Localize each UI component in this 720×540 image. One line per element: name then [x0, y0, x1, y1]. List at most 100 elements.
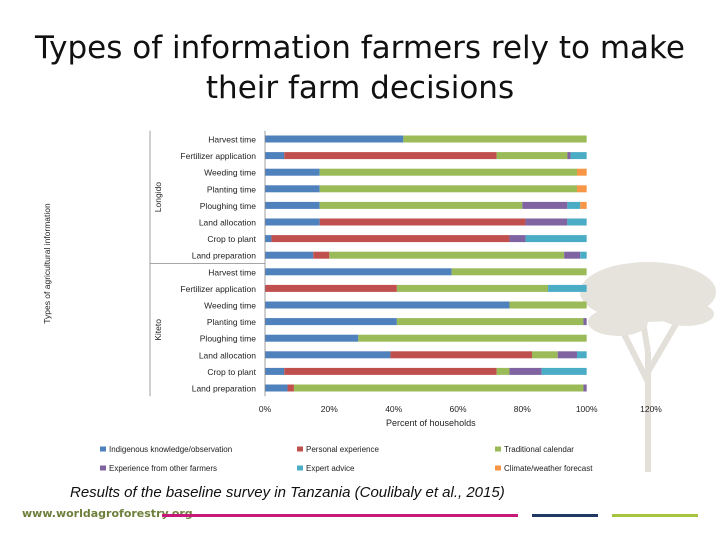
x-tick-label: 100% [576, 404, 598, 414]
category-label: Fertilizer application [180, 284, 256, 294]
x-tick-label: 80% [514, 404, 531, 414]
legend-label: Climate/weather forecast [504, 464, 593, 473]
category-label: Land preparation [192, 251, 257, 261]
category-label: Crop to plant [207, 367, 256, 377]
bar-segment [570, 152, 587, 160]
bar-segment [265, 284, 397, 292]
bar-segment [265, 351, 391, 359]
title-line-2: their farm decisions [205, 70, 515, 106]
footer-stripe-navy [532, 514, 598, 517]
slide-title: Types of information farmers rely to mak… [0, 28, 720, 108]
category-label: Fertilizer application [180, 151, 256, 161]
x-tick-label: 120% [640, 404, 662, 414]
legend-swatch [297, 446, 303, 452]
bar-segment [525, 235, 587, 243]
legend-label: Traditional calendar [504, 445, 574, 454]
group-label: Longido [153, 182, 163, 213]
bar-segment [271, 235, 510, 243]
bar-segment [265, 384, 288, 392]
bar-segment [265, 268, 452, 276]
bar-segment [451, 268, 587, 276]
bar-segment [403, 135, 587, 143]
title-line-1: Types of information farmers rely to mak… [35, 30, 685, 66]
category-label: Planting time [207, 317, 256, 327]
bar-segment [265, 334, 359, 342]
bar-segment [293, 384, 584, 392]
legend-swatch [297, 465, 303, 471]
source-caption: Results of the baseline survey in Tanzan… [70, 484, 505, 501]
bar-segment [567, 201, 581, 209]
bar-segment [265, 301, 510, 309]
bar-segment [580, 251, 587, 259]
category-label: Crop to plant [207, 234, 256, 244]
bar-segment [329, 251, 565, 259]
bar-segment [577, 351, 587, 359]
x-tick-label: 20% [321, 404, 338, 414]
bar-segment [567, 152, 571, 160]
legend-label: Experience from other farmers [109, 464, 217, 473]
bar-segment [358, 334, 587, 342]
bar-segment [265, 135, 404, 143]
legend-swatch [100, 465, 106, 471]
bar-segment [567, 218, 587, 226]
bar-segment [583, 318, 587, 326]
website-link[interactable]: www.worldagroforestry.org [22, 507, 193, 520]
y-axis-title: Types of agricultural information [42, 203, 52, 324]
bar-segment [548, 284, 587, 292]
category-label: Land allocation [199, 218, 256, 228]
category-label: Harvest time [208, 267, 256, 277]
category-label: Weeding time [204, 168, 256, 178]
bar-segment [522, 201, 568, 209]
footer-stripe-green [612, 514, 698, 517]
x-tick-label: 0% [259, 404, 272, 414]
bar-segment [319, 201, 523, 209]
bar-segment [577, 185, 587, 193]
group-label: Kiteto [153, 319, 163, 341]
bar-segment [541, 367, 587, 375]
bar-segment [319, 185, 578, 193]
bar-segment [265, 318, 397, 326]
bar-segment [525, 218, 568, 226]
bar-segment [396, 284, 549, 292]
bar-segment [496, 367, 510, 375]
legend-label: Indigenous knowledge/observation [109, 445, 232, 454]
bar-segment [265, 152, 285, 160]
bar-segment [265, 235, 272, 243]
bar-segment [564, 251, 581, 259]
legend-swatch [100, 446, 106, 452]
bar-segment [287, 384, 294, 392]
bar-segment [496, 152, 568, 160]
category-label: Land allocation [199, 350, 256, 360]
legend-swatch [495, 465, 501, 471]
legend-label: Expert advice [306, 464, 355, 473]
bar-segment [284, 367, 497, 375]
x-axis-title: Percent of households [386, 418, 476, 428]
bar-segment [265, 251, 314, 259]
bar-segment [319, 168, 578, 176]
bar-segment [509, 301, 587, 309]
bar-segment [265, 218, 320, 226]
bar-segment [390, 351, 532, 359]
bar-segment [580, 201, 587, 209]
category-label: Land preparation [192, 384, 257, 394]
legend-swatch [495, 446, 501, 452]
category-label: Harvest time [208, 135, 256, 145]
bar-segment [265, 201, 320, 209]
bar-segment [509, 367, 542, 375]
x-tick-label: 60% [449, 404, 466, 414]
category-label: Ploughing time [200, 201, 257, 211]
x-tick-label: 40% [385, 404, 402, 414]
legend-label: Personal experience [306, 445, 379, 454]
bar-segment [531, 351, 558, 359]
category-label: Planting time [207, 184, 256, 194]
footer-stripe-magenta [162, 514, 518, 517]
bar-segment [583, 384, 587, 392]
bar-segment [284, 152, 497, 160]
bar-segment [396, 318, 584, 326]
bar-segment [265, 168, 320, 176]
tree-watermark-icon [580, 262, 716, 472]
bar-segment [319, 218, 526, 226]
category-label: Weeding time [204, 301, 256, 311]
bar-segment [313, 251, 330, 259]
